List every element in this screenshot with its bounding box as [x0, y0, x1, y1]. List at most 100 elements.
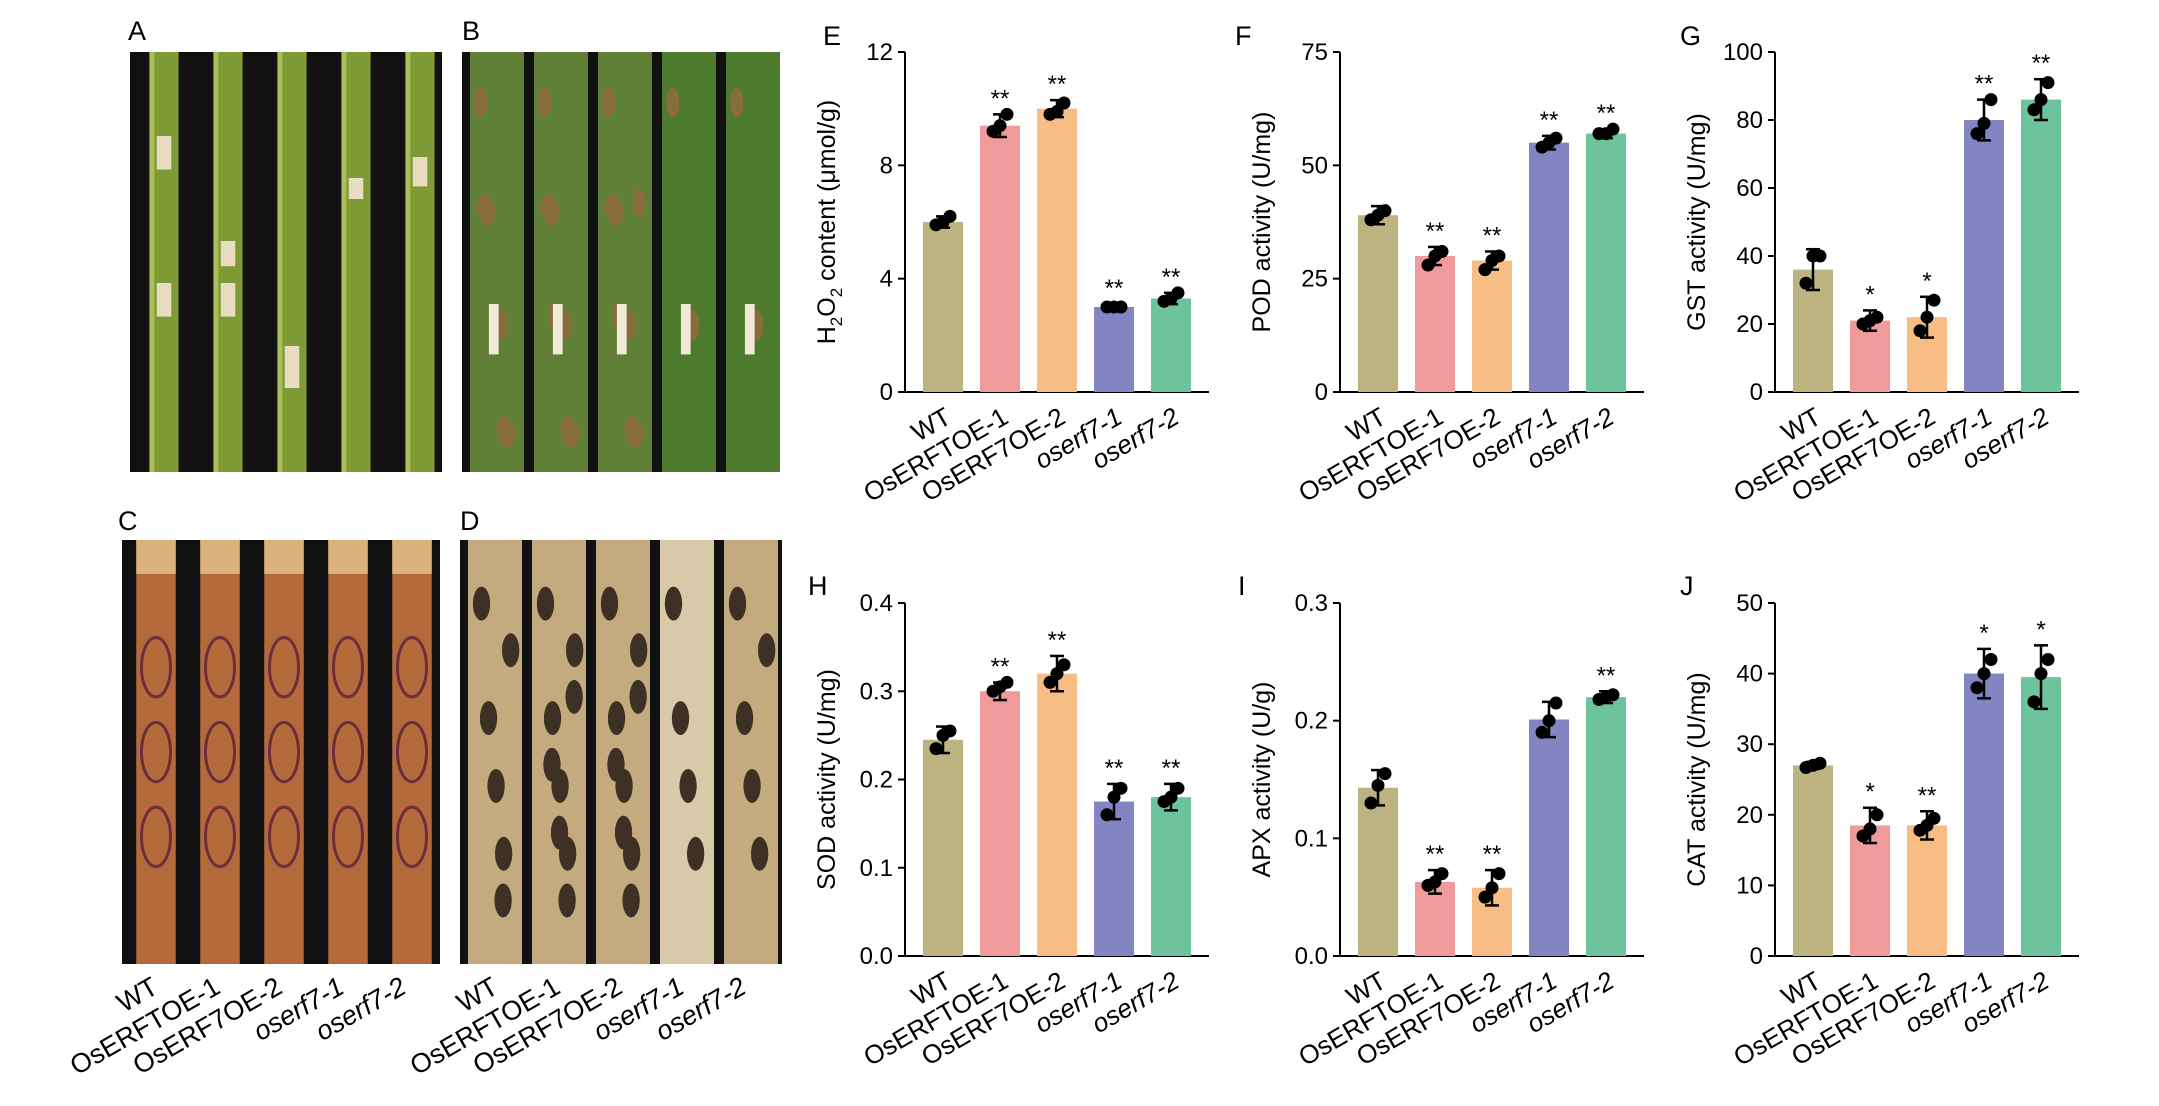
- significance-mark: **: [1426, 841, 1445, 868]
- inoculation-tag: [744, 304, 755, 355]
- data-point: [1171, 286, 1185, 300]
- data-point: [1813, 756, 1827, 770]
- inoculation-tag: [488, 304, 499, 355]
- disease-spot: [497, 415, 510, 445]
- data-point: [1492, 867, 1506, 881]
- data-point: [1478, 263, 1492, 277]
- stem-highlight: [341, 52, 347, 472]
- bar-OsERF7OE-2: [1037, 673, 1077, 956]
- lesion-spot: [543, 747, 561, 782]
- photo-sample: [724, 540, 778, 964]
- significance-mark: **: [1918, 782, 1937, 809]
- significance-mark: **: [1540, 107, 1559, 134]
- photo-sample: [405, 52, 435, 472]
- photo-sample: [149, 52, 179, 472]
- lesion-spot: [494, 883, 512, 918]
- photo-sample: [264, 540, 304, 964]
- y-tick-label: 20: [1736, 311, 1763, 338]
- data-point: [2041, 76, 2055, 90]
- panel-letter-a: A: [128, 16, 146, 46]
- significance-mark: **: [1162, 264, 1181, 291]
- lesion-spot: [743, 768, 761, 803]
- bar-WT: [1358, 215, 1398, 392]
- y-tick-label: 75: [1301, 39, 1328, 66]
- inoculation-tag: [552, 304, 563, 355]
- significance-mark: **: [1483, 841, 1502, 868]
- lesion-ring: [331, 805, 365, 868]
- lesion-spot: [671, 701, 690, 736]
- y-axis-label: GST activity (U/mg): [1683, 113, 1711, 331]
- panel-letter-c: C: [118, 506, 138, 536]
- y-tick-label: 0.3: [860, 678, 893, 705]
- significance-mark: **: [1048, 71, 1067, 98]
- significance-mark: *: [2036, 616, 2045, 643]
- lesion-ring: [139, 805, 173, 868]
- photo-sample: [662, 52, 716, 472]
- sheath-tip: [200, 540, 240, 574]
- data-point: [1920, 310, 1934, 324]
- lesion-spot: [622, 883, 640, 918]
- significance-mark: **: [991, 653, 1010, 680]
- panel-b-leaf-photos: [462, 52, 780, 472]
- lesion-mark: [348, 178, 364, 199]
- data-point: [1970, 681, 1984, 695]
- significance-mark: **: [1597, 100, 1616, 127]
- lesion-spot: [550, 815, 569, 850]
- stem-highlight: [277, 52, 283, 472]
- lesion-spot: [566, 633, 584, 668]
- bar-oserf7-1: [1529, 142, 1569, 392]
- y-tick-label: 0: [1750, 943, 1763, 970]
- bar-OsERF7OE-2: [1037, 108, 1077, 393]
- data-point: [1421, 258, 1435, 272]
- bar-oserf7-1: [1094, 307, 1134, 392]
- photo-sample: [534, 52, 588, 472]
- bar-OsERFTOE-1: [980, 691, 1020, 956]
- bar-oserf7-1: [1964, 673, 2004, 956]
- photo-sample: [726, 52, 780, 472]
- panel-c-sheath-photos: [122, 540, 440, 964]
- disease-spot: [666, 87, 680, 118]
- y-tick-label: 100: [1723, 39, 1763, 66]
- data-point: [1977, 116, 1991, 130]
- lesion-spot: [629, 679, 647, 714]
- photo-sample: [468, 540, 522, 964]
- data-point: [1984, 652, 1998, 666]
- data-point: [1870, 808, 1884, 822]
- lesion-ring: [267, 720, 301, 784]
- data-point: [1435, 867, 1449, 881]
- bar-oserf7-1: [1094, 801, 1134, 956]
- data-point: [1542, 714, 1556, 728]
- photo-panels: [122, 52, 782, 964]
- y-tick-label: 50: [1301, 152, 1328, 179]
- photo-sample: [328, 540, 368, 964]
- bar-oserf7-2: [1151, 797, 1191, 956]
- sheath-tip: [392, 540, 432, 574]
- significance-mark: **: [1975, 71, 1994, 98]
- data-point: [943, 209, 957, 223]
- significance-mark: *: [1865, 281, 1874, 308]
- significance-mark: **: [1105, 275, 1124, 302]
- photo-sample: [341, 52, 371, 472]
- data-point: [1606, 688, 1620, 702]
- y-tick-label: 40: [1736, 661, 1763, 688]
- data-point: [1984, 93, 1998, 107]
- data-point: [1100, 808, 1114, 822]
- lesion-mark: [284, 346, 300, 388]
- sheath-tip: [264, 540, 304, 574]
- bar-OsERF7OE-2: [1472, 260, 1512, 392]
- data-point: [1171, 781, 1185, 795]
- lesion-ring: [331, 636, 365, 699]
- data-point: [1114, 300, 1128, 314]
- data-point: [1970, 127, 1984, 141]
- y-tick-label: 0: [1315, 379, 1328, 406]
- data-point: [1799, 276, 1813, 290]
- data-point: [1057, 96, 1071, 110]
- data-point: [1371, 778, 1385, 792]
- y-tick-label: 0.2: [1295, 708, 1328, 735]
- significance-mark: **: [1048, 627, 1067, 654]
- y-axis-label: POD activity (U/mg): [1248, 112, 1276, 333]
- lesion-ring: [203, 636, 237, 699]
- bar-oserf7-1: [1964, 120, 2004, 392]
